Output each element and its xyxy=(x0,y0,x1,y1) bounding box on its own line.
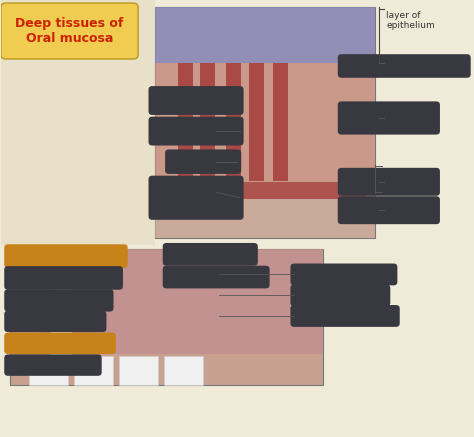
FancyBboxPatch shape xyxy=(338,196,440,224)
FancyBboxPatch shape xyxy=(4,244,128,268)
Bar xyxy=(34,249,323,354)
Bar xyxy=(155,7,374,63)
FancyBboxPatch shape xyxy=(4,311,107,332)
Bar xyxy=(155,7,374,238)
FancyBboxPatch shape xyxy=(4,266,123,290)
Bar xyxy=(164,356,203,385)
FancyBboxPatch shape xyxy=(1,3,138,59)
Bar xyxy=(226,63,241,181)
FancyBboxPatch shape xyxy=(4,333,116,354)
FancyBboxPatch shape xyxy=(163,243,258,266)
FancyBboxPatch shape xyxy=(291,264,397,285)
FancyBboxPatch shape xyxy=(338,54,471,78)
Bar xyxy=(1,0,155,245)
Bar xyxy=(178,63,193,181)
Bar xyxy=(10,249,323,385)
Bar xyxy=(51,262,72,358)
FancyBboxPatch shape xyxy=(163,266,270,288)
Bar xyxy=(74,356,113,385)
Bar xyxy=(29,356,68,385)
FancyBboxPatch shape xyxy=(338,168,440,196)
FancyBboxPatch shape xyxy=(291,284,390,306)
Text: layer of
epithelium: layer of epithelium xyxy=(386,11,435,30)
FancyBboxPatch shape xyxy=(4,289,113,312)
Bar xyxy=(200,63,215,181)
FancyBboxPatch shape xyxy=(291,305,400,327)
Text: Deep tissues of
Oral mucosa: Deep tissues of Oral mucosa xyxy=(15,17,124,45)
Bar xyxy=(273,63,288,181)
FancyBboxPatch shape xyxy=(148,86,244,115)
FancyBboxPatch shape xyxy=(148,117,244,146)
Bar xyxy=(155,199,374,238)
Bar xyxy=(119,356,158,385)
FancyBboxPatch shape xyxy=(4,354,102,376)
FancyBboxPatch shape xyxy=(165,149,241,174)
Bar xyxy=(249,63,264,181)
Bar xyxy=(164,182,365,199)
FancyBboxPatch shape xyxy=(338,101,440,135)
FancyBboxPatch shape xyxy=(148,176,244,220)
Bar xyxy=(155,63,374,199)
